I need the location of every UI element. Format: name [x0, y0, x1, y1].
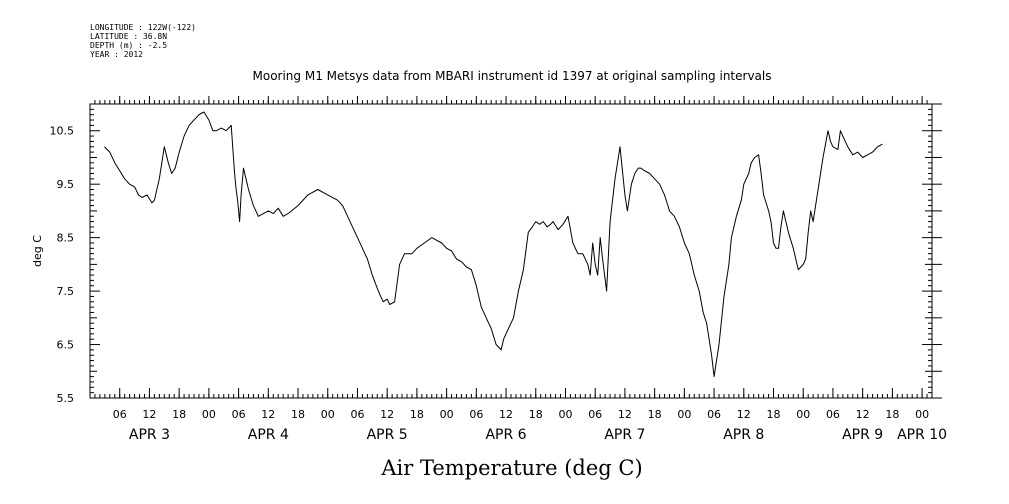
x-tick-label: 18: [529, 408, 543, 421]
x-axis-label: Air Temperature (deg C): [380, 456, 642, 480]
x-tick-label: 12: [856, 408, 870, 421]
y-tick-label: 8.5: [57, 232, 75, 245]
depth-text: DEPTH (m) : -2.5: [90, 41, 167, 50]
x-tick-label: 06: [350, 408, 364, 421]
y-axis-label: deg C: [31, 235, 44, 267]
x-tick-label: 12: [380, 408, 394, 421]
chart-title: Mooring M1 Metsys data from MBARI instru…: [253, 69, 772, 83]
x-tick-label: 18: [885, 408, 899, 421]
y-tick-label: 6.5: [57, 339, 75, 352]
x-tick-label: 00: [440, 408, 454, 421]
series-layer: [104, 111, 883, 378]
tick-layer: [90, 96, 942, 399]
plot-frame: [89, 103, 933, 399]
day-label: APR 9: [842, 427, 883, 443]
day-label: APR 7: [604, 427, 645, 443]
x-tick-label: 18: [172, 408, 186, 421]
x-tick-label: 00: [202, 408, 216, 421]
air-temperature-series-line: [104, 111, 883, 378]
x-tick-label: 06: [826, 408, 840, 421]
day-label: APR 8: [723, 427, 764, 443]
x-tick-label: 18: [767, 408, 781, 421]
latitude-text: LATITUDE : 36.8N: [90, 32, 167, 41]
x-tick-label: 12: [499, 408, 513, 421]
x-tick-label: 12: [618, 408, 632, 421]
x-tick-label: 06: [113, 408, 127, 421]
day-label: APR 10: [897, 427, 947, 443]
x-tick-label: 12: [261, 408, 275, 421]
x-tick-label: 18: [648, 408, 662, 421]
x-tick-label: 00: [915, 408, 929, 421]
x-tick-label: 12: [737, 408, 751, 421]
longitude-text: LONGITUDE : 122W(-122): [90, 23, 196, 32]
x-tick-label: 00: [796, 408, 810, 421]
day-label: APR 5: [367, 427, 408, 443]
metadata-block: LONGITUDE : 122W(-122) LATITUDE : 36.8N …: [90, 23, 196, 59]
y-tick-label: 9.5: [57, 178, 75, 191]
x-tick-label: 06: [707, 408, 721, 421]
x-tick-label: 18: [291, 408, 305, 421]
day-label: APR 6: [485, 427, 526, 443]
x-tick-label: 06: [232, 408, 246, 421]
y-tick-label: 5.5: [57, 392, 75, 405]
x-tick-label: 06: [588, 408, 602, 421]
x-tick-label: 00: [558, 408, 572, 421]
x-tick-label: 00: [677, 408, 691, 421]
day-label: APR 3: [129, 427, 170, 443]
tick-label-layer: 06 12 18 00 06 12 18 00 06 12 18 00 06 12 18 00 06 12 18 00…: [50, 125, 948, 443]
day-label: APR 4: [248, 427, 289, 443]
x-tick-label: 00: [321, 408, 335, 421]
y-tick-label: 7.5: [57, 285, 75, 298]
year-text: YEAR : 2012: [90, 50, 143, 59]
x-tick-label: 18: [410, 408, 424, 421]
x-tick-label: 12: [142, 408, 156, 421]
x-tick-label: 06: [469, 408, 483, 421]
y-tick-label: 10.5: [50, 125, 75, 138]
